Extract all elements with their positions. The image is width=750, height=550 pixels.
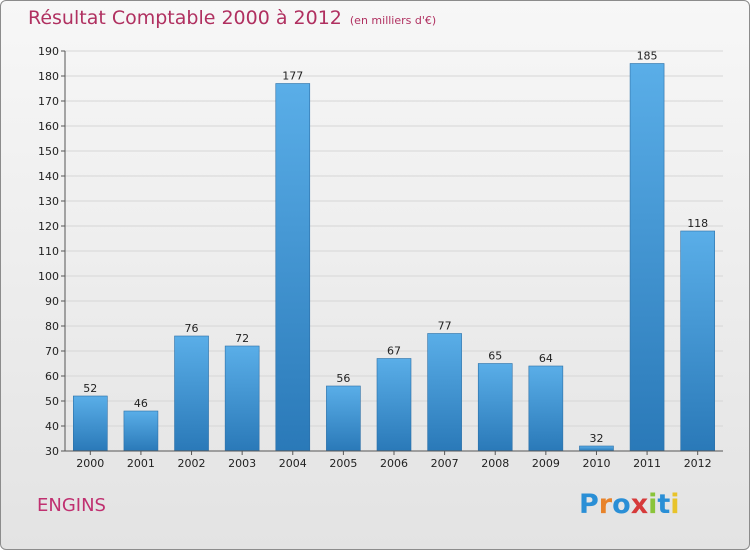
data-label: 56 [336,372,350,385]
logo-letter: r [598,489,613,520]
y-tick-label: 100 [38,270,59,283]
y-tick-label: 160 [38,120,59,133]
x-tick-label: 2007 [431,457,459,470]
y-tick-label: 30 [45,445,59,458]
bar-2003 [224,345,260,452]
x-tick-label: 2005 [329,457,357,470]
x-tick-label: 2010 [582,457,610,470]
bar-2010 [579,445,614,452]
data-label: 177 [282,70,303,83]
bar-2006 [376,358,412,452]
data-label: 67 [387,345,401,358]
y-tick-label: 50 [45,395,59,408]
y-tick-label: 180 [38,70,59,83]
data-label: 65 [488,350,502,363]
bar-2004 [275,83,311,452]
bar-2001 [123,410,159,452]
y-tick-label: 130 [38,195,59,208]
bar-2007 [427,333,462,452]
y-tick-label: 120 [38,220,59,233]
proxiti-logo[interactable]: Proxiti [579,489,680,520]
y-tick-label: 40 [45,420,59,433]
x-tick-label: 2011 [633,457,661,470]
y-tick-label: 80 [45,320,59,333]
data-labels: 52 46 76 72 177 56 67 77 65 64 32 185 118 [83,50,708,446]
chart-subtitle: (en milliers d'€) [349,14,437,27]
y-tick-label: 90 [45,295,59,308]
y-tick-label: 170 [38,95,59,108]
data-label: 118 [687,217,708,230]
data-label: 77 [438,320,452,333]
bar-2008 [477,363,513,452]
x-tick-label: 2004 [279,457,307,470]
bars [73,63,715,452]
x-tick-label: 2003 [228,457,256,470]
data-label: 72 [235,332,249,345]
data-label: 76 [185,322,199,335]
data-label: 46 [134,397,148,410]
bar-2000 [73,395,108,452]
logo-letter: P [579,489,599,520]
x-tick-label: 2000 [76,457,104,470]
logo-letter: x [630,489,649,520]
place-name: ENGINS [37,495,106,516]
bar-2002 [174,335,209,452]
x-tick-label: 2009 [532,457,560,470]
axes: 30 40 50 60 70 80 90 100 110 120 130 140 150 160 170 18… [38,45,723,470]
data-label: 52 [83,382,97,395]
x-tick-label: 2008 [481,457,509,470]
bar-2012 [680,230,715,452]
y-tick-label: 70 [45,345,59,358]
bar-2005 [326,385,361,452]
chart-title: Résultat Comptable 2000 à 2012 (en millie… [28,7,436,29]
bar-2011 [629,63,665,452]
bar-2009 [528,365,564,452]
logo-letter: i [648,489,658,520]
logo-letter: t [657,489,671,520]
x-tick-label: 2012 [684,457,712,470]
logo-letter: o [612,489,631,520]
y-tick-label: 140 [38,170,59,183]
data-label: 185 [637,50,658,63]
y-tick-label: 60 [45,370,59,383]
x-tick-label: 2006 [380,457,408,470]
y-tick-label: 150 [38,145,59,158]
y-tick-label: 190 [38,45,59,58]
chart-title-text: Résultat Comptable 2000 à 2012 [28,7,342,29]
logo-letter: i [670,489,680,520]
gridlines [65,50,723,452]
x-tick-label: 2002 [178,457,206,470]
logo-text: Proxiti [579,489,680,520]
y-tick-label: 110 [38,245,59,258]
data-label: 32 [589,432,603,445]
data-label: 64 [539,352,553,365]
x-tick-label: 2001 [127,457,155,470]
